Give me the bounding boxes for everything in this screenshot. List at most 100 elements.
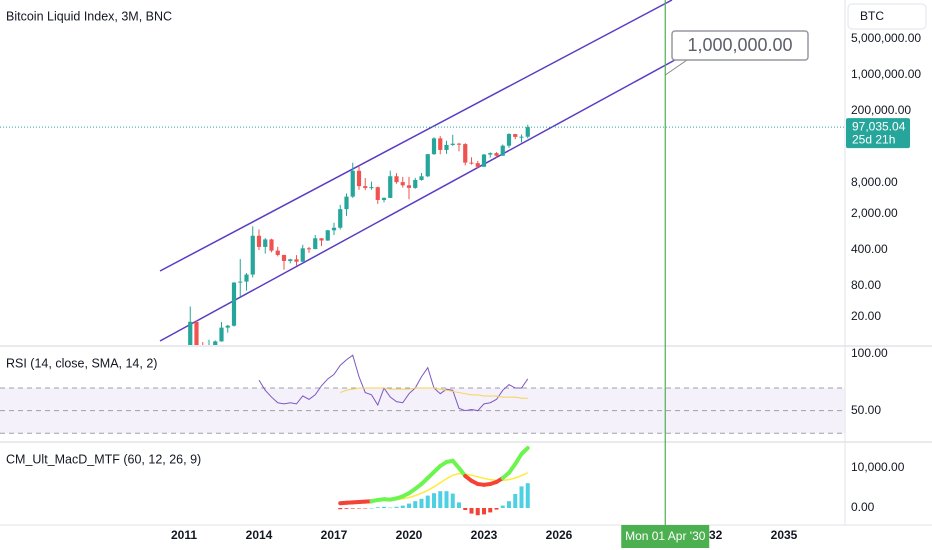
candle-body bbox=[331, 227, 337, 231]
candle-body bbox=[300, 248, 305, 262]
histogram-bar bbox=[519, 486, 524, 508]
candle-body bbox=[481, 154, 487, 167]
last-price-box bbox=[846, 118, 910, 149]
candle-body bbox=[519, 136, 524, 138]
x-tick-label: 2035 bbox=[771, 528, 798, 542]
candle-body bbox=[375, 187, 380, 200]
candle-body bbox=[194, 321, 199, 345]
histogram-bar bbox=[382, 506, 386, 508]
y-tick-label: 8,000.00 bbox=[851, 175, 898, 189]
candle-body bbox=[431, 138, 437, 155]
candle-body bbox=[394, 176, 399, 183]
rsi-pane bbox=[0, 354, 845, 434]
x-tick-label: 2023 bbox=[471, 528, 498, 542]
symbol[interactable]: BTC bbox=[860, 9, 884, 23]
y-tick-label: 10,000.00 bbox=[851, 460, 905, 474]
candle-body bbox=[263, 239, 268, 247]
crosshair-label-box bbox=[621, 525, 710, 548]
candle-body bbox=[201, 347, 205, 349]
candle-body bbox=[269, 239, 274, 251]
candle-body bbox=[213, 341, 218, 345]
channel-line bbox=[159, 54, 685, 342]
x-tick-label: 2017 bbox=[321, 528, 348, 542]
histogram-bar bbox=[388, 507, 393, 509]
histogram-bar bbox=[494, 508, 499, 510]
histogram-bar bbox=[438, 491, 443, 508]
histogram-bar bbox=[475, 508, 480, 516]
histogram-bar bbox=[525, 483, 530, 508]
candle-body bbox=[250, 235, 255, 275]
y-tick-label: 100.00 bbox=[851, 346, 888, 360]
histogram-bar bbox=[488, 508, 493, 513]
histogram-bar bbox=[363, 508, 368, 509]
histogram-bar bbox=[463, 508, 468, 510]
rsi-line bbox=[340, 387, 528, 399]
candle-body bbox=[338, 209, 343, 228]
candle-body bbox=[425, 154, 430, 177]
histogram-bar bbox=[507, 501, 511, 508]
y-tick-label: 80.00 bbox=[851, 278, 881, 292]
last-price-label: 97,035.04 bbox=[852, 119, 906, 133]
y-tick-label: 5,000,000.00 bbox=[851, 31, 921, 45]
histogram-bar bbox=[407, 503, 411, 508]
candle-body bbox=[344, 196, 349, 210]
candle-body bbox=[219, 327, 224, 342]
macd-title: CM_Ult_MacD_MTF (60, 12, 26, 9) bbox=[6, 452, 201, 466]
candle-body bbox=[450, 143, 455, 145]
candle-body bbox=[188, 321, 193, 345]
candle-body bbox=[456, 143, 462, 145]
rsi-title: RSI (14, close, SMA, 14, 2) bbox=[6, 356, 157, 370]
callout-box bbox=[671, 30, 809, 61]
histogram-bar bbox=[432, 493, 436, 508]
candle-body bbox=[294, 259, 299, 262]
histogram-bar bbox=[350, 508, 355, 509]
histogram-bar bbox=[419, 498, 424, 508]
candle-body bbox=[463, 144, 468, 163]
candle-body bbox=[381, 197, 387, 200]
candle-body bbox=[281, 254, 287, 261]
candle-body bbox=[438, 138, 443, 150]
histogram-bar bbox=[344, 508, 349, 509]
candle-body bbox=[500, 145, 505, 156]
candle-body bbox=[444, 144, 449, 150]
candle-body bbox=[413, 179, 418, 188]
x-tick-label: 32 bbox=[709, 528, 723, 542]
histogram-bar bbox=[469, 508, 474, 514]
x-tick-label: 2020 bbox=[396, 528, 423, 542]
candle-body bbox=[406, 185, 412, 188]
histogram-bar bbox=[394, 506, 399, 508]
histogram-bar bbox=[457, 502, 461, 508]
candle-body bbox=[388, 176, 393, 198]
candle-body bbox=[488, 153, 493, 155]
histogram-bar bbox=[369, 508, 374, 509]
candle-body bbox=[319, 238, 324, 241]
y-tick-label: 20.00 bbox=[851, 309, 881, 323]
histogram-bar bbox=[413, 501, 418, 508]
candle-body bbox=[238, 281, 243, 283]
candle-body bbox=[475, 163, 480, 167]
macd-pane bbox=[338, 446, 530, 516]
candle-body bbox=[506, 134, 512, 146]
countdown: 25d 21h bbox=[852, 132, 895, 146]
chart-title: Bitcoin Liquid Index, 3M, BNC bbox=[6, 9, 172, 23]
histogram-bar bbox=[444, 491, 449, 508]
candle-body bbox=[356, 170, 362, 187]
y-tick-label: 0.00 bbox=[851, 500, 875, 514]
candle-body bbox=[513, 134, 518, 137]
candle-body bbox=[231, 282, 237, 326]
candle-body bbox=[400, 182, 405, 186]
candle-body bbox=[313, 238, 318, 250]
histogram-bar bbox=[425, 495, 430, 508]
candle-body bbox=[244, 274, 249, 282]
candle-body bbox=[306, 248, 312, 250]
x-tick-label: 2014 bbox=[246, 528, 273, 542]
symbol-box[interactable] bbox=[847, 3, 927, 30]
candle-body bbox=[275, 250, 280, 255]
histogram-bar bbox=[513, 494, 518, 508]
candle-body bbox=[419, 176, 424, 180]
candle-body bbox=[494, 153, 499, 156]
main-pane bbox=[159, 0, 685, 349]
rsi-line bbox=[258, 354, 529, 412]
